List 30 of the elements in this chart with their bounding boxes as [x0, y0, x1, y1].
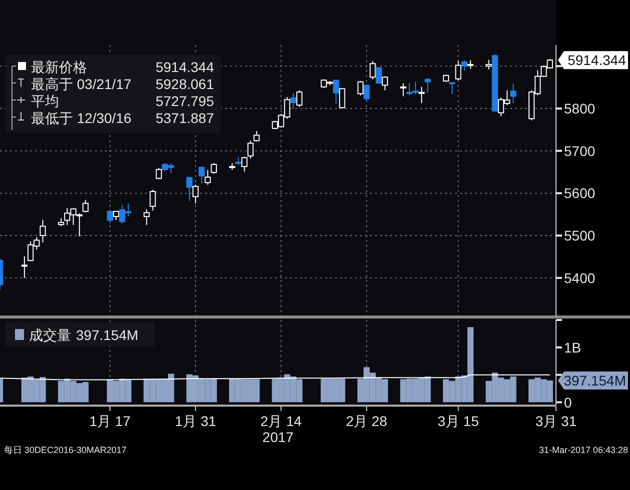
annotation: 最新价格 [31, 59, 87, 75]
text: 5914.344 [568, 52, 626, 68]
text: 每日 30DEC2016-30MAR2017 [4, 445, 127, 455]
annotation: 最高于 03/21/17 [31, 76, 132, 92]
x-tick-label: 2月 14 [260, 413, 302, 429]
x-axis-title: 2017 [262, 429, 294, 445]
annotation: 平均 [31, 93, 59, 109]
annotation: 5371.887 [156, 110, 214, 126]
y-tick-label: 0 [564, 394, 572, 410]
legend: 成交量 397.154M [5, 322, 155, 346]
annotation: 最低于 12/30/16 [31, 110, 132, 126]
annotation: 5727.795 [156, 93, 214, 109]
x-tick-label: 1月 17 [89, 413, 131, 429]
y-tick-label: 5500 [564, 228, 596, 244]
annotation: 5928.061 [156, 76, 214, 92]
x-tick-label: 3月 15 [438, 413, 480, 429]
text: 397.154M [564, 372, 626, 388]
x-tick-label: 1月 31 [174, 413, 216, 429]
annotation: 397.154M [76, 327, 138, 343]
y-tick-label: 5400 [564, 270, 596, 286]
legend-label: 成交量 [29, 327, 71, 343]
y-tick-label: 5600 [564, 185, 596, 202]
y-tick-label: 5700 [564, 142, 596, 159]
x-tick-label: 2月 28 [346, 413, 388, 429]
y-tick-label: 1B [564, 339, 582, 356]
annotation: 5914.344 [156, 59, 214, 75]
y-tick-label: 5800 [564, 100, 596, 117]
x-tick-label: 3月 31 [535, 413, 577, 429]
legend-item: 成交量 [15, 327, 71, 343]
text: 31-Mar-2017 06:43:28 [538, 445, 628, 455]
